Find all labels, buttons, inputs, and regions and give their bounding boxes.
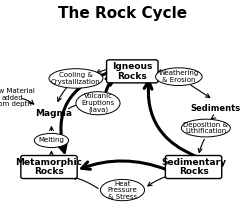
Text: Deposition &
Lithification: Deposition & Lithification (183, 122, 228, 134)
Text: Magma: Magma (35, 109, 73, 118)
Ellipse shape (181, 119, 230, 137)
Text: Igneous
Rocks: Igneous Rocks (112, 62, 152, 81)
Text: The Rock Cycle: The Rock Cycle (58, 6, 187, 21)
FancyBboxPatch shape (107, 60, 158, 83)
Ellipse shape (76, 92, 120, 115)
Ellipse shape (49, 69, 103, 88)
Text: Cooling &
Crystallization: Cooling & Crystallization (51, 72, 101, 85)
Text: Melting: Melting (38, 137, 64, 143)
FancyBboxPatch shape (165, 156, 222, 179)
Text: Heat
Pressure
& Stress: Heat Pressure & Stress (108, 180, 137, 200)
Ellipse shape (156, 68, 202, 85)
FancyBboxPatch shape (21, 156, 77, 179)
Text: New Material
added
from depth: New Material added from depth (0, 88, 35, 108)
Text: Weathering
& Erosion: Weathering & Erosion (159, 70, 199, 83)
Ellipse shape (100, 179, 145, 201)
Text: Metamorphic
Rocks: Metamorphic Rocks (15, 158, 83, 176)
Text: Sedimentary
Rocks: Sedimentary Rocks (161, 158, 226, 176)
Text: Volcanic
Eruptions
(lava): Volcanic Eruptions (lava) (81, 94, 115, 113)
Ellipse shape (34, 133, 69, 147)
Text: Sediments: Sediments (191, 104, 241, 113)
